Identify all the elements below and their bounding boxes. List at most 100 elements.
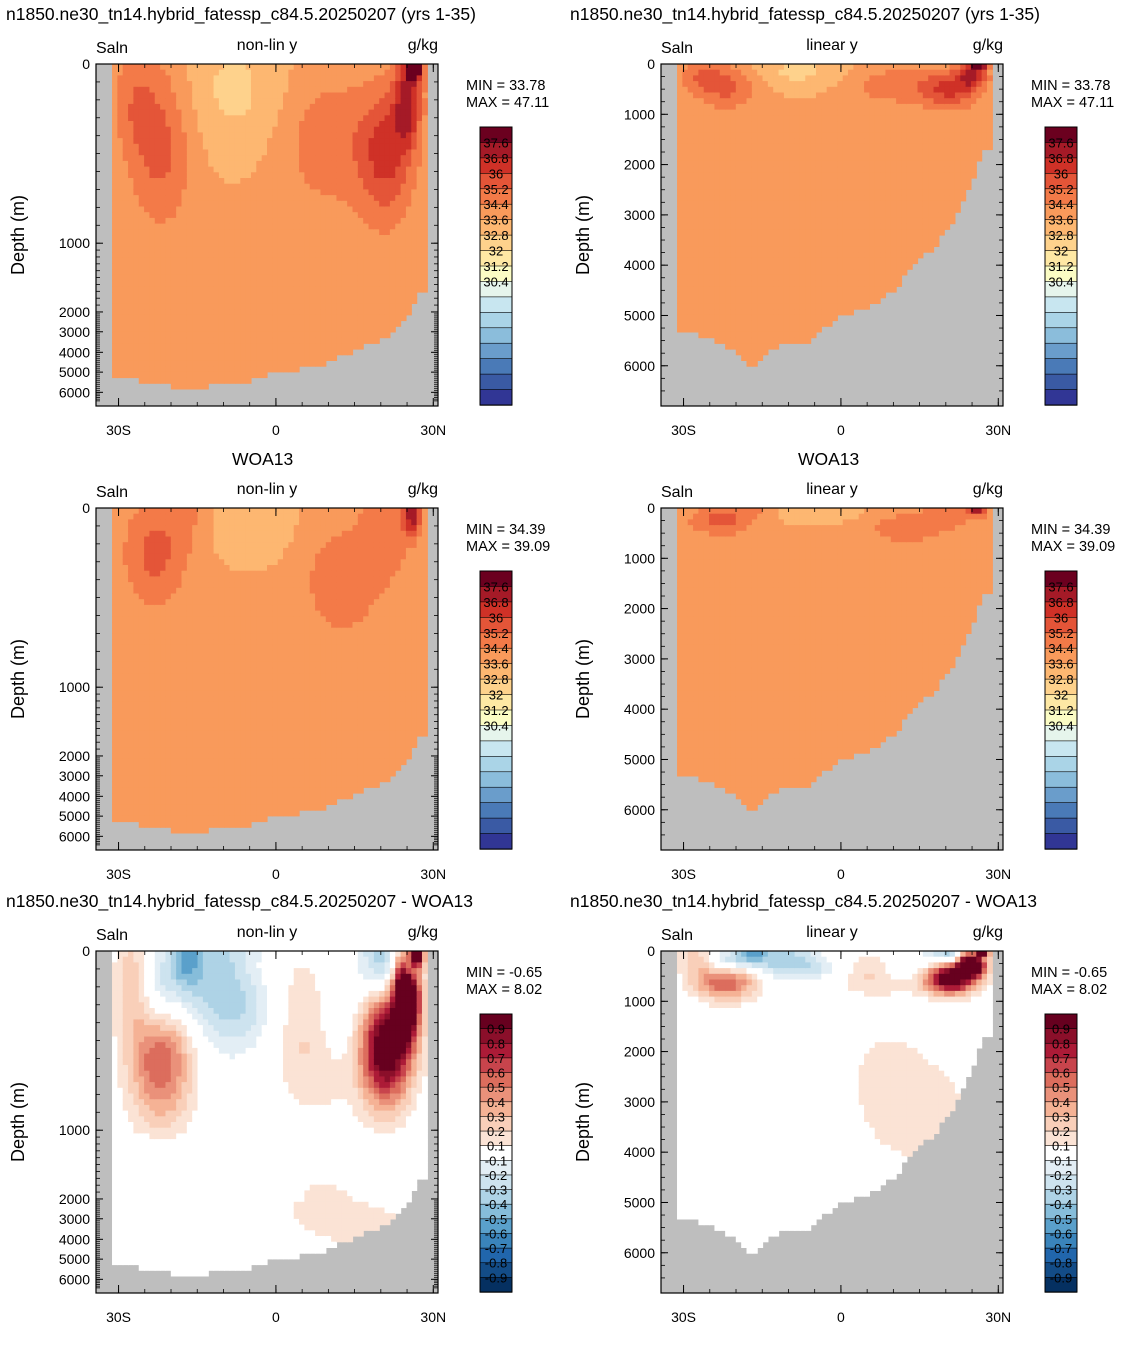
colorbar-label: 36 xyxy=(1054,610,1068,625)
x-tick-label: 30S xyxy=(106,422,131,438)
y-tick-label: 2000 xyxy=(59,1191,90,1207)
colorbar-label: 31.2 xyxy=(1048,259,1073,274)
colorbar-label: 33.6 xyxy=(1048,213,1073,228)
y-tick-label: 1000 xyxy=(59,679,90,695)
colorbar-label: 0.3 xyxy=(487,1109,505,1124)
colorbar-label: 33.6 xyxy=(483,213,508,228)
colorbar-label: 36.8 xyxy=(483,595,508,610)
y-tick-label: 2000 xyxy=(624,601,655,617)
colorbar-label: 35.2 xyxy=(1048,182,1073,197)
y-tick-label: 0 xyxy=(82,500,90,516)
y-tick-label: 0 xyxy=(647,943,655,959)
colorbar-label: -0.7 xyxy=(485,1241,507,1256)
row-title-1-right: n1850.ne30_tn14.hybrid_fatessp_c84.5.202… xyxy=(570,4,1040,25)
colorbar-label: -0.4 xyxy=(1050,1197,1072,1212)
colorbar-label: -0.3 xyxy=(1050,1183,1072,1198)
y-tick-label: 3000 xyxy=(624,207,655,223)
colorbar-label: 32 xyxy=(489,688,503,703)
colorbar-label: 0.9 xyxy=(487,1022,505,1037)
x-tick-label: 30N xyxy=(420,866,446,882)
x-tick-label: 30S xyxy=(671,422,696,438)
y-tick-label: 5000 xyxy=(59,364,90,380)
min-label: MIN = 33.78 xyxy=(466,78,545,94)
colorbar-label: 0.1 xyxy=(487,1139,505,1154)
units-label: g/kg xyxy=(408,37,438,54)
colorbar-label: -0.2 xyxy=(1050,1168,1072,1183)
y-tick-label: 0 xyxy=(647,500,655,516)
units-label: g/kg xyxy=(408,481,438,498)
x-tick-label: 0 xyxy=(272,866,280,882)
colorbar-label: 37.6 xyxy=(483,579,508,594)
units-label: g/kg xyxy=(408,924,438,941)
colorbar-label: 32 xyxy=(1054,244,1068,259)
y-tick-label: 5000 xyxy=(624,1194,655,1210)
y-tick-label: 4000 xyxy=(624,701,655,717)
y-tick-label: 6000 xyxy=(59,828,90,844)
colorbar-label: 36 xyxy=(489,166,503,181)
colorbar: 0.90.80.70.60.50.40.30.20.1-0.1-0.2-0.3-… xyxy=(480,1014,512,1292)
colorbar-label: 31.2 xyxy=(1048,703,1073,718)
min-label: MIN = -0.65 xyxy=(466,965,542,981)
x-tick-label: 30N xyxy=(985,422,1011,438)
colorbar-label: 0.9 xyxy=(1052,1022,1070,1037)
x-tick-label: 30S xyxy=(671,866,696,882)
colorbar-label: 0.3 xyxy=(1052,1109,1070,1124)
colorbar-label: 33.6 xyxy=(1048,657,1073,672)
colorbar-label: 30.4 xyxy=(483,274,508,289)
max-label: MAX = 39.09 xyxy=(1031,539,1115,555)
y-tick-label: 1000 xyxy=(59,235,90,251)
colorbar-label: -0.5 xyxy=(485,1212,507,1227)
y-scale-label: non-lin y xyxy=(237,924,297,941)
y-scale-label: linear y xyxy=(806,924,858,941)
colorbar-label: 30.4 xyxy=(1048,718,1073,733)
y-tick-label: 1000 xyxy=(59,1122,90,1138)
y-tick-label: 3000 xyxy=(59,1211,90,1227)
y-tick-label: 2000 xyxy=(59,748,90,764)
units-label: g/kg xyxy=(973,37,1003,54)
colorbar-label: 0.2 xyxy=(487,1124,505,1139)
x-tick-label: 30N xyxy=(420,1309,446,1325)
colorbar-label: 30.4 xyxy=(1048,274,1073,289)
x-tick-label: 0 xyxy=(272,422,280,438)
y-tick-label: 1000 xyxy=(624,106,655,122)
colorbar-label: 0.5 xyxy=(1052,1080,1070,1095)
colorbar-label: 0.5 xyxy=(487,1080,505,1095)
variable-label: Saln xyxy=(96,40,128,57)
colorbar-label: -0.3 xyxy=(485,1183,507,1198)
x-tick-label: 0 xyxy=(837,866,845,882)
colorbar-label: -0.5 xyxy=(1050,1212,1072,1227)
colorbar-label: 34.4 xyxy=(1048,197,1073,212)
y-tick-label: 3000 xyxy=(59,768,90,784)
y-tick-label: 0 xyxy=(82,56,90,72)
y-axis-title: Depth (m) xyxy=(573,195,593,275)
colorbar-label: 0.8 xyxy=(487,1036,505,1051)
colorbar-label: 0.6 xyxy=(1052,1066,1070,1081)
max-label: MAX = 8.02 xyxy=(466,982,542,998)
colorbar-label: -0.9 xyxy=(1050,1270,1072,1285)
colorbar-label: -0.4 xyxy=(485,1197,507,1212)
y-axis-title: Depth (m) xyxy=(573,1082,593,1162)
colorbar-label: 36.8 xyxy=(1048,595,1073,610)
colorbar-label: -0.6 xyxy=(485,1226,507,1241)
min-label: MIN = 33.78 xyxy=(1031,78,1110,94)
colorbar-label: 0.4 xyxy=(487,1095,505,1110)
y-axis-title: Depth (m) xyxy=(8,195,28,275)
x-tick-label: 0 xyxy=(837,1309,845,1325)
colorbar-label: 34.4 xyxy=(483,197,508,212)
y-tick-label: 2000 xyxy=(624,157,655,173)
y-tick-label: 3000 xyxy=(624,1094,655,1110)
y-tick-label: 2000 xyxy=(59,304,90,320)
colorbar-label: 31.2 xyxy=(483,259,508,274)
x-tick-label: 30N xyxy=(985,866,1011,882)
colorbar-label: 35.2 xyxy=(1048,626,1073,641)
x-tick-label: 30N xyxy=(985,1309,1011,1325)
x-tick-label: 30S xyxy=(106,1309,131,1325)
variable-label: Saln xyxy=(661,40,693,57)
